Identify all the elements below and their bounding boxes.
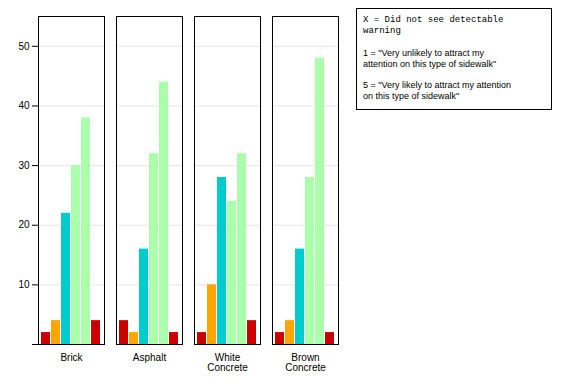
svg-text:50: 50 [18, 41, 30, 52]
svg-text:BrownConcrete: BrownConcrete [285, 352, 326, 373]
svg-text:WhiteConcrete: WhiteConcrete [207, 352, 248, 373]
svg-text:30: 30 [18, 160, 30, 171]
svg-text:Brick: Brick [60, 352, 83, 363]
html-text:X = Did not see detectable war: X = Did not see detectable warning [363, 15, 504, 37]
svg-text:10: 10 [18, 279, 30, 290]
svg-text:Asphalt: Asphalt [133, 352, 167, 363]
svg-text:40: 40 [18, 100, 30, 111]
html-text:5 = "Very likely to attract my: 5 = "Very likely to attract my attention… [363, 80, 511, 102]
svg-text:20: 20 [18, 219, 30, 230]
html-text:1 = "Very unlikely to attract: 1 = "Very unlikely to attract my attenti… [363, 47, 497, 69]
